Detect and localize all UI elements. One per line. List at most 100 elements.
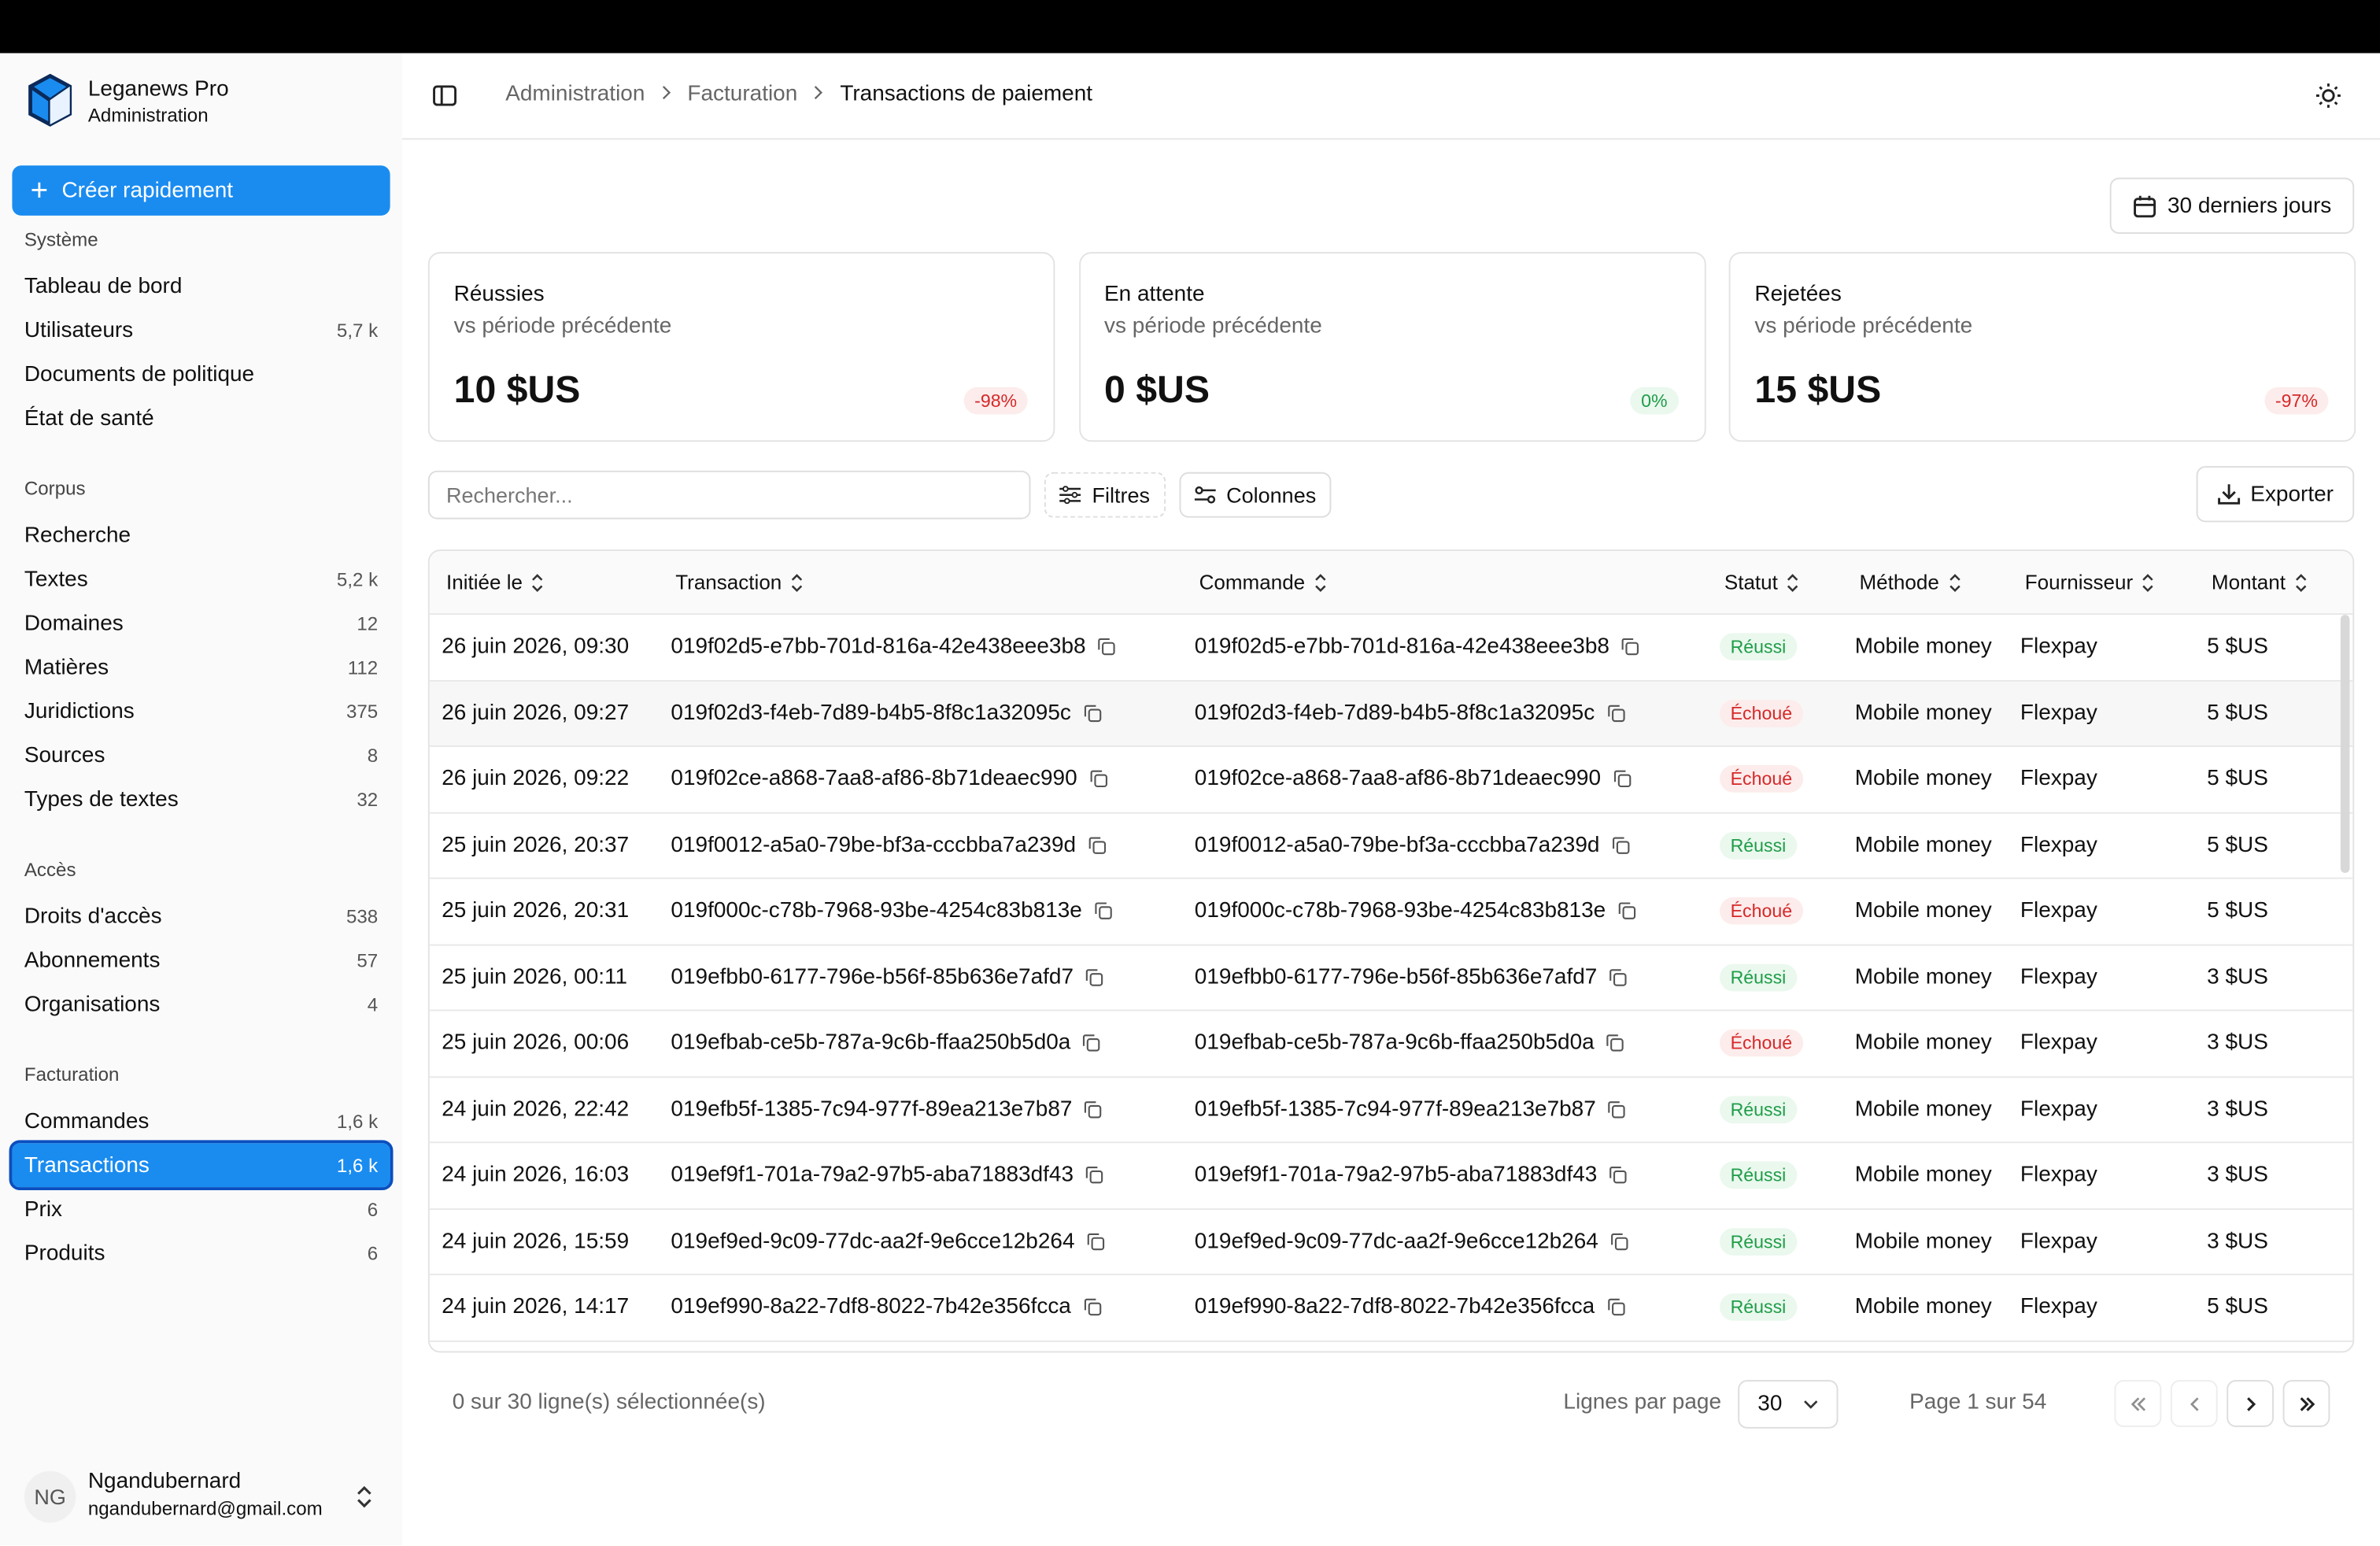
nav-label: Abonnements bbox=[24, 948, 161, 973]
cell-text: 019ef990-8a22-7df8-8022-7b42e356fcca bbox=[1194, 1295, 1595, 1320]
copy-icon[interactable] bbox=[1607, 704, 1625, 722]
page-indicator: Page 1 sur 54 bbox=[1909, 1390, 2047, 1415]
copy-icon[interactable] bbox=[1621, 638, 1639, 656]
nav-item[interactable]: Transactions 1,6 k bbox=[9, 1140, 394, 1190]
copy-icon[interactable] bbox=[1610, 1233, 1628, 1251]
cell-text: 26 juin 2026, 09:22 bbox=[442, 767, 630, 792]
rows-per-page-select[interactable]: 30 bbox=[1738, 1380, 1839, 1429]
table-cell: 5 $US bbox=[2207, 635, 2352, 660]
column-header[interactable]: Commande bbox=[1195, 571, 1720, 594]
column-header[interactable]: Fournisseur bbox=[2020, 571, 2207, 594]
breadcrumb-item[interactable]: Administration bbox=[505, 82, 645, 106]
sidebar-toggle[interactable] bbox=[433, 83, 457, 108]
nav-item[interactable]: Prix 6 bbox=[12, 1187, 390, 1231]
date-range-button[interactable]: 30 derniers jours bbox=[2109, 177, 2355, 234]
spacer bbox=[0, 885, 402, 894]
theme-toggle[interactable] bbox=[2315, 82, 2342, 109]
table-cell: Réussi bbox=[1720, 633, 1855, 661]
stat-card: En attente vs période précédente 0 $US 0% bbox=[1078, 252, 1706, 442]
quick-create-button[interactable]: + Créer rapidement bbox=[12, 165, 390, 216]
prev-page-button[interactable] bbox=[2170, 1380, 2218, 1427]
breadcrumb-item[interactable]: Facturation bbox=[687, 82, 798, 106]
nav-item[interactable]: Matières 112 bbox=[12, 645, 390, 690]
column-header[interactable]: Transaction bbox=[671, 571, 1194, 594]
nav-item[interactable]: Recherche bbox=[12, 513, 390, 557]
next-page-button[interactable] bbox=[2227, 1380, 2274, 1427]
nav-item[interactable]: Juridictions 375 bbox=[12, 690, 390, 734]
nav-item[interactable]: Domaines 12 bbox=[12, 601, 390, 645]
nav-item[interactable]: Droits d'accès 538 bbox=[12, 894, 390, 938]
table-row[interactable]: 24 juin 2026, 22:42 019efb5f-1385-7c94-97… bbox=[429, 1077, 2353, 1144]
copy-icon[interactable] bbox=[1083, 1034, 1101, 1052]
copy-icon[interactable] bbox=[1618, 902, 1636, 920]
copy-icon[interactable] bbox=[1085, 1167, 1103, 1185]
copy-icon[interactable] bbox=[1094, 902, 1112, 920]
sort-icon[interactable] bbox=[2295, 573, 2307, 592]
copy-icon[interactable] bbox=[1612, 836, 1630, 854]
copy-icon[interactable] bbox=[1609, 968, 1628, 986]
nav-label: Sources bbox=[24, 743, 105, 767]
table-row[interactable]: 25 juin 2026, 20:37 019f0012-a5a0-79be-bf… bbox=[429, 813, 2353, 879]
copy-icon[interactable] bbox=[1085, 1100, 1103, 1119]
column-header[interactable]: Initiée le bbox=[442, 571, 671, 594]
copy-icon[interactable] bbox=[1088, 836, 1107, 854]
nav-item[interactable]: Types de textes 32 bbox=[12, 777, 390, 821]
user-menu[interactable]: NG Ngandubernard ngandubernard@gmail.com bbox=[24, 1465, 389, 1526]
change-badge: 0% bbox=[1630, 386, 1679, 415]
breadcrumb-item: Transactions de paiement bbox=[840, 82, 1093, 106]
nav-item[interactable]: Abonnements 57 bbox=[12, 938, 390, 982]
table-row[interactable]: 24 juin 2026, 14:17 019ef990-8a22-7df8-80… bbox=[429, 1275, 2353, 1341]
copy-icon[interactable] bbox=[1098, 638, 1116, 656]
search-input[interactable]: Rechercher... bbox=[427, 470, 1031, 520]
table-cell: Flexpay bbox=[2020, 1230, 2207, 1254]
table-cell: 019f02d3-f4eb-7d89-b4b5-8f8c1a32095c bbox=[671, 701, 1194, 725]
copy-icon[interactable] bbox=[1089, 770, 1107, 788]
table-row[interactable]: 26 juin 2026, 09:27 019f02d3-f4eb-7d89-b4… bbox=[429, 680, 2353, 747]
table-row[interactable]: 25 juin 2026, 20:31 019f000c-c78b-7968-93… bbox=[429, 879, 2353, 945]
table-row[interactable]: 25 juin 2026, 00:11 019efbb0-6177-796e-b5… bbox=[429, 945, 2353, 1012]
table-row[interactable]: 24 juin 2026, 16:03 019ef9f1-701a-79a2-97… bbox=[429, 1143, 2353, 1210]
copy-icon[interactable] bbox=[1608, 1100, 1626, 1119]
sort-icon[interactable] bbox=[1948, 573, 1960, 592]
table-cell: 019ef990-8a22-7df8-8022-7b42e356fcca bbox=[671, 1296, 1194, 1319]
copy-icon[interactable] bbox=[1609, 1167, 1628, 1185]
sort-icon[interactable] bbox=[1787, 573, 1798, 592]
column-header[interactable]: Statut bbox=[1720, 571, 1855, 594]
sort-icon[interactable] bbox=[2142, 573, 2154, 592]
column-label: Initiée le bbox=[445, 571, 523, 594]
nav-item[interactable]: Produits 6 bbox=[12, 1231, 390, 1275]
table-row[interactable]: 25 juin 2026, 00:06 019efbab-ce5b-787a-9c… bbox=[429, 1011, 2353, 1078]
copy-icon[interactable] bbox=[1607, 1298, 1625, 1316]
copy-icon[interactable] bbox=[1083, 1298, 1101, 1316]
filters-button[interactable]: Filtres bbox=[1044, 472, 1166, 518]
nav-item[interactable]: Sources 8 bbox=[12, 733, 390, 777]
copy-icon[interactable] bbox=[1087, 1233, 1105, 1251]
copy-icon[interactable] bbox=[1606, 1034, 1624, 1052]
nav-item[interactable]: Tableau de bord bbox=[12, 264, 390, 309]
cell-text: Mobile money bbox=[1854, 965, 1992, 989]
column-header[interactable]: Montant bbox=[2207, 571, 2352, 594]
last-page-button[interactable] bbox=[2282, 1380, 2330, 1427]
nav-item[interactable]: Documents de politique bbox=[12, 352, 390, 396]
nav-item[interactable]: État de santé bbox=[12, 396, 390, 440]
nav-item[interactable]: Commandes 1,6 k bbox=[12, 1099, 390, 1143]
sort-icon[interactable] bbox=[1314, 573, 1326, 592]
column-header[interactable]: Méthode bbox=[1855, 571, 2020, 594]
copy-icon[interactable] bbox=[1083, 704, 1101, 722]
sort-icon[interactable] bbox=[791, 573, 803, 592]
export-button[interactable]: Exporter bbox=[2196, 466, 2355, 523]
table-row[interactable]: 26 juin 2026, 09:30 019f02d5-e7bb-701d-81… bbox=[429, 615, 2353, 681]
nav-item[interactable]: Textes 5,2 k bbox=[12, 557, 390, 601]
table-cell: 3 $US bbox=[2207, 1230, 2352, 1254]
table-row[interactable]: 24 juin 2026, 15:59 019ef9ed-9c09-77dc-aa… bbox=[429, 1209, 2353, 1275]
cell-text: 019efb5f-1385-7c94-977f-89ea213e7b87 bbox=[671, 1097, 1073, 1122]
column-label: Montant bbox=[2211, 571, 2286, 594]
copy-icon[interactable] bbox=[1085, 968, 1103, 986]
sort-icon[interactable] bbox=[532, 573, 544, 592]
table-row[interactable]: 26 juin 2026, 09:22 019f02ce-a868-7aa8-af… bbox=[429, 747, 2353, 813]
columns-button[interactable]: Colonnes bbox=[1179, 472, 1332, 518]
first-page-button[interactable] bbox=[2114, 1380, 2162, 1427]
nav-item[interactable]: Utilisateurs 5,7 k bbox=[12, 308, 390, 352]
copy-icon[interactable] bbox=[1613, 770, 1631, 788]
nav-item[interactable]: Organisations 4 bbox=[12, 982, 390, 1026]
